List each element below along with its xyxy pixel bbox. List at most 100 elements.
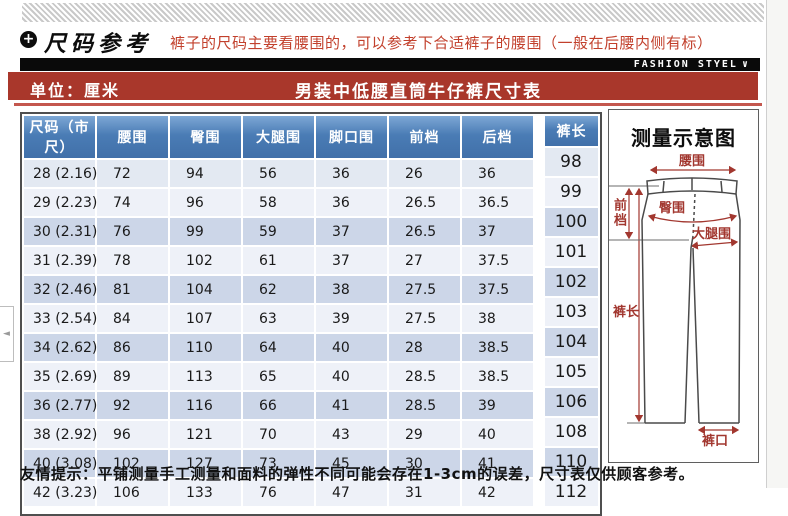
table-row: 31 (2.39) 78 102 61 37 27 37.5 [22, 245, 535, 276]
length-cell: 106 [543, 386, 600, 418]
title-bar: 单位：厘米 男装中低腰直筒牛仔裤尺寸表 [8, 72, 758, 102]
table-row: 106 [543, 386, 600, 418]
hip-label: 臀围 [659, 201, 686, 216]
hip-cell: 107 [168, 303, 243, 334]
size-cell: 31 (2.39) [22, 245, 97, 276]
leg-opening-cell: 39 [314, 303, 389, 334]
front-rise-cell: 28.5 [387, 361, 462, 392]
thigh-cell: 73 [241, 448, 316, 479]
thigh-cell: 56 [241, 158, 316, 189]
front-rise-cell: 26.5 [387, 216, 462, 247]
size-cell: 29 (2.23) [22, 187, 97, 218]
size-table: 尺码（市尺） 腰围 臀围 大腿围 脚口围 前档 后档 28 (2.16) 72 94 56 36 26… [20, 112, 602, 516]
front-rise-column-header: 前档 [387, 114, 462, 160]
table-title: 男装中低腰直筒牛仔裤尺寸表 [295, 82, 542, 102]
leg-opening-cell: 36 [314, 187, 389, 218]
thigh-label: 大腿围 [692, 227, 732, 242]
waist-column-header: 腰围 [95, 114, 170, 160]
waist-cell: 84 [95, 303, 170, 334]
footer-note: 友情提示：平铺测量手工测量和面料的弹性不同可能会存在1-3cm的误差，尺寸表仅供… [20, 465, 695, 483]
thigh-cell: 62 [241, 274, 316, 305]
front-rise-cell: 26.5 [387, 187, 462, 218]
chevron-down-icon: ∨ [741, 59, 750, 70]
length-header-row: 裤长 [543, 114, 600, 148]
thigh-cell: 61 [241, 245, 316, 276]
leg-opening-cell: 38 [314, 274, 389, 305]
length-table-body: 98 99 100 101 102 103 104 105 106 108 110 112 [543, 146, 600, 508]
leg-opening-cell: 37 [314, 245, 389, 276]
waist-cell: 74 [95, 187, 170, 218]
length-column-header: 裤长 [543, 114, 600, 148]
hip-cell: 99 [168, 216, 243, 247]
carousel-prev-button[interactable]: ◄ [0, 306, 14, 362]
back-rise-cell: 40 [460, 419, 535, 450]
waist-label: 腰围 [679, 154, 706, 169]
hatch-pattern-band [22, 3, 764, 22]
table-row: 30 (2.31) 76 99 59 37 26.5 37 [22, 216, 535, 247]
leg-opening-cell: 36 [314, 158, 389, 189]
size-cell: 36 (2.77) [22, 390, 97, 421]
size-table-main: 尺码（市尺） 腰围 臀围 大腿围 脚口围 前档 后档 28 (2.16) 72 94 56 36 26… [22, 114, 535, 508]
waist-cell: 76 [95, 216, 170, 247]
table-row: 29 (2.23) 74 96 58 36 26.5 36.5 [22, 187, 535, 218]
back-rise-cell: 37.5 [460, 274, 535, 305]
back-rise-cell: 36.5 [460, 187, 535, 218]
brand-tag: FASHION STYEL [633, 59, 738, 70]
size-column-header: 尺码（市尺） [22, 114, 97, 160]
back-rise-cell: 36 [460, 158, 535, 189]
measurement-diagram: 测量示意图 [608, 109, 759, 463]
thigh-cell: 58 [241, 187, 316, 218]
thigh-column-header: 大腿围 [241, 114, 316, 160]
arrow-left-icon: ◄ [3, 329, 10, 339]
back-rise-cell: 37 [460, 216, 535, 247]
section-title: 尺码参考 [44, 31, 153, 57]
table-row: 105 [543, 356, 600, 388]
hip-cell: 116 [168, 390, 243, 421]
length-label: 裤长 [613, 305, 640, 320]
leg-opening-cell: 40 [314, 332, 389, 363]
thigh-cell: 64 [241, 332, 316, 363]
hip-cell: 102 [168, 245, 243, 276]
back-rise-cell: 41 [460, 448, 535, 479]
thigh-cell: 70 [241, 419, 316, 450]
front-rise-cell: 29 [387, 419, 462, 450]
leg-opening-cell: 45 [314, 448, 389, 479]
waist-cell: 81 [95, 274, 170, 305]
length-cell: 101 [543, 236, 600, 268]
fashion-bar: FASHION STYEL ∨ [20, 58, 760, 71]
front-rise-cell: 30 [387, 448, 462, 479]
length-cell: 108 [543, 416, 600, 448]
back-rise-cell: 37.5 [460, 245, 535, 276]
thigh-cell: 65 [241, 361, 316, 392]
size-cell: 32 (2.46) [22, 274, 97, 305]
waist-cell: 96 [95, 419, 170, 450]
table-row: 101 [543, 236, 600, 268]
table-row: 40 (3.08) 102 127 73 45 30 41 [22, 448, 535, 479]
pants-diagram-drawing [609, 165, 741, 435]
size-table-length: 裤长 98 99 100 101 102 103 104 105 106 108 110 112 [543, 114, 600, 508]
thigh-cell: 63 [241, 303, 316, 334]
size-cell: 28 (2.16) [22, 158, 97, 189]
hip-cell: 94 [168, 158, 243, 189]
back-rise-cell: 39 [460, 390, 535, 421]
size-table-body: 28 (2.16) 72 94 56 36 26 36 29 (2.23) 74 96 58 36 26… [22, 158, 535, 508]
length-cell: 110 [543, 446, 600, 478]
front-rise-cell: 27.5 [387, 303, 462, 334]
table-row: 100 [543, 206, 600, 238]
hip-column-header: 臀围 [168, 114, 243, 160]
table-row: 102 [543, 266, 600, 298]
waist-cell: 102 [95, 448, 170, 479]
front-rise-cell: 28 [387, 332, 462, 363]
hip-cell: 104 [168, 274, 243, 305]
table-row: 108 [543, 416, 600, 448]
length-cell: 103 [543, 296, 600, 328]
diagram-title: 测量示意图 [631, 126, 736, 150]
leg-opening-cell: 43 [314, 419, 389, 450]
table-header-row: 尺码（市尺） 腰围 臀围 大腿围 脚口围 前档 后档 [22, 114, 535, 160]
back-rise-column-header: 后档 [460, 114, 535, 160]
length-cell: 99 [543, 176, 600, 208]
front-rise-cell: 28.5 [387, 390, 462, 421]
waist-cell: 92 [95, 390, 170, 421]
size-cell: 38 (2.92) [22, 419, 97, 450]
table-row: 36 (2.77) 92 116 66 41 28.5 39 [22, 390, 535, 421]
